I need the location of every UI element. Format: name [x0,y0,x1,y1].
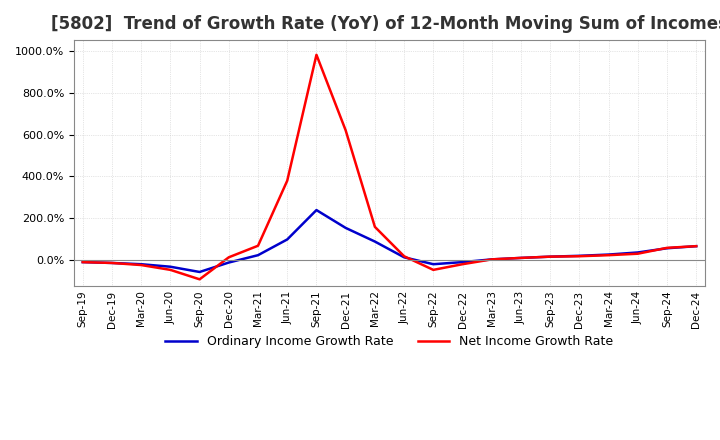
Title: [5802]  Trend of Growth Rate (YoY) of 12-Month Moving Sum of Incomes: [5802] Trend of Growth Rate (YoY) of 12-… [51,15,720,33]
Ordinary Income Growth Rate [604,252,613,257]
Net Income Growth Rate [517,255,526,260]
Ordinary Income Growth Rate [78,260,87,265]
Net Income Growth Rate [692,243,701,249]
Net Income Growth Rate [253,243,262,249]
Net Income Growth Rate [78,260,87,265]
Net Income Growth Rate [546,254,554,259]
Net Income Growth Rate [107,260,116,266]
Ordinary Income Growth Rate [283,237,292,242]
Ordinary Income Growth Rate [487,257,496,262]
Line: Net Income Growth Rate: Net Income Growth Rate [83,55,696,279]
Net Income Growth Rate [400,253,408,259]
Ordinary Income Growth Rate [137,261,145,267]
Net Income Growth Rate [225,255,233,260]
Ordinary Income Growth Rate [546,254,554,259]
Net Income Growth Rate [604,253,613,258]
Net Income Growth Rate [166,267,175,272]
Ordinary Income Growth Rate [166,264,175,269]
Net Income Growth Rate [312,52,321,58]
Ordinary Income Growth Rate [225,260,233,265]
Net Income Growth Rate [371,224,379,230]
Net Income Growth Rate [429,267,438,272]
Net Income Growth Rate [634,251,642,257]
Ordinary Income Growth Rate [195,269,204,275]
Ordinary Income Growth Rate [341,225,350,231]
Legend: Ordinary Income Growth Rate, Net Income Growth Rate: Ordinary Income Growth Rate, Net Income … [161,330,618,353]
Ordinary Income Growth Rate [517,255,526,260]
Net Income Growth Rate [341,128,350,133]
Net Income Growth Rate [662,245,671,250]
Ordinary Income Growth Rate [312,207,321,213]
Ordinary Income Growth Rate [458,260,467,265]
Net Income Growth Rate [458,261,467,267]
Ordinary Income Growth Rate [253,253,262,258]
Net Income Growth Rate [283,178,292,183]
Net Income Growth Rate [137,262,145,268]
Ordinary Income Growth Rate [371,239,379,244]
Ordinary Income Growth Rate [107,260,116,266]
Ordinary Income Growth Rate [634,250,642,255]
Ordinary Income Growth Rate [692,243,701,249]
Line: Ordinary Income Growth Rate: Ordinary Income Growth Rate [83,210,696,272]
Ordinary Income Growth Rate [575,253,584,258]
Ordinary Income Growth Rate [429,261,438,267]
Net Income Growth Rate [195,277,204,282]
Net Income Growth Rate [487,257,496,262]
Ordinary Income Growth Rate [400,255,408,260]
Ordinary Income Growth Rate [662,246,671,251]
Net Income Growth Rate [575,253,584,259]
